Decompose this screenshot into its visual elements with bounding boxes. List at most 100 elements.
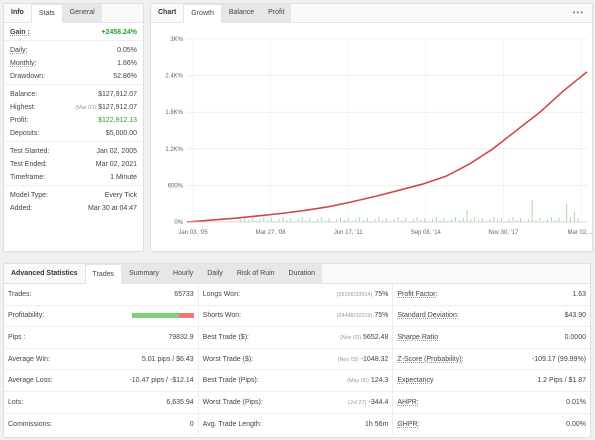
stat-label: Pips : — [8, 333, 26, 341]
tab-chart[interactable]: Chart — [158, 9, 177, 16]
stat-note: (Nov 03) — [337, 356, 359, 363]
drawdown-value: 52.86% — [113, 73, 137, 80]
test-started-value: Jan 02, 2005 — [96, 148, 137, 155]
balance-value: $127,912.07 — [98, 91, 137, 98]
tab-summary[interactable]: Summary — [122, 264, 167, 283]
stat-label[interactable]: Standard Deviation: — [397, 312, 459, 320]
stat-label: Average Win: — [8, 355, 50, 363]
tab-general[interactable]: General — [62, 4, 102, 22]
x-tick-label: Mar 02, ... — [567, 230, 592, 236]
timeframe-value: 1 Minute — [110, 174, 137, 181]
tab-advanced-statistics[interactable]: Advanced Statistics — [11, 270, 78, 277]
stat-row-worst-trade-pips: Worst Trade (Pips): (Jul 27) -344.4 — [198, 392, 393, 414]
highest-row: Highest: (Mar 03) $127,912.07 — [4, 101, 143, 114]
model-type-row: Model Type: Every Tick — [4, 189, 143, 202]
tab-hourly[interactable]: Hourly — [166, 264, 201, 283]
tab-risk-of-ruin[interactable]: Risk of Ruin — [229, 264, 282, 283]
info-tabs: Info Stats General — [4, 4, 143, 23]
profit-value: $122,912.13 — [98, 117, 137, 124]
daily-label[interactable]: Daily: — [10, 47, 28, 54]
stat-label[interactable]: Expectancy — [397, 377, 434, 385]
stat-value: 1.63 — [572, 290, 586, 298]
added-row: Added: Mar 30 at 04:47 — [4, 202, 143, 215]
stat-value: -10.47 pips / -$12.14 — [129, 377, 194, 385]
profit-label: Profit: — [10, 117, 29, 124]
test-ended-row: Test Ended: Mar 02, 2021 — [4, 158, 143, 171]
tab-duration[interactable]: Duration — [281, 264, 323, 283]
gain-value: +2458.24% — [101, 29, 137, 36]
stat-row-lots: Lots: 6,635.94 — [4, 392, 198, 414]
stat-row-worst-trade-usd: Worst Trade ($): (Nov 03) -1048.32 — [198, 349, 393, 371]
stat-row-longs-won: Longs Won: (25156/33514) 75% — [198, 284, 393, 306]
added-value: Mar 30 at 04:47 — [87, 205, 137, 212]
stat-label: Longs Won: — [202, 290, 240, 298]
stat-label[interactable]: Sharpe Ratio — [397, 333, 439, 341]
monthly-label[interactable]: Monthly: — [10, 60, 37, 67]
tab-balance[interactable]: Balance — [221, 4, 262, 22]
stat-value: 5652.48 — [363, 333, 389, 341]
tab-trades[interactable]: Trades — [84, 264, 123, 284]
stat-value: 0 — [189, 420, 194, 428]
stat-note: (May 05) — [347, 378, 369, 385]
profitability-win-fill — [131, 313, 180, 319]
stat-label[interactable]: AHPR: — [397, 398, 419, 406]
stat-row-ghpr: GHPR: 0.00% — [393, 414, 590, 436]
stat-value: -344.4 — [368, 398, 389, 406]
chart-panel: Chart Growth Balance Profit ••• 0% 600% 1.… — [150, 3, 593, 252]
stat-label: Shorts Won: — [202, 312, 242, 320]
tab-stats[interactable]: Stats — [30, 4, 63, 23]
y-tick-label: 600% — [168, 183, 184, 189]
stat-label[interactable]: Profit Factor: — [397, 290, 438, 298]
gain-label[interactable]: Gain : — [10, 29, 30, 36]
x-tick-label: Jun 17, '11 — [334, 230, 363, 236]
tab-growth[interactable]: Growth — [183, 4, 222, 23]
stat-note: (25156/33514) — [336, 291, 373, 298]
stat-label: Worst Trade (Pips): — [202, 398, 263, 406]
stat-row-expectancy: Expectancy 1.2 Pips / $1.87 — [393, 370, 590, 392]
gain-row: Gain : +2458.24% — [4, 26, 143, 39]
stat-row-average-win: Average Win: 5.01 pips / $6.43 — [4, 349, 198, 371]
stat-value: 5.01 pips / $6.43 — [141, 355, 194, 363]
stat-label: Commissions: — [8, 420, 52, 428]
stat-label: Avg. Trade Length: — [202, 420, 262, 428]
stat-row-ahpr: AHPR: 0.01% — [393, 392, 590, 414]
stat-row-average-loss: Average Loss: -10.47 pips / -$12.14 — [4, 370, 198, 392]
highest-label: Highest: — [10, 104, 36, 111]
stat-row-avg-trade-length: Avg. Trade Length: 1h 56m — [199, 414, 393, 436]
stat-row-profit-factor: Profit Factor: 1.63 — [393, 284, 590, 306]
stat-value: 1h 56m — [364, 420, 389, 428]
drawdown-label: Drawdown: — [10, 73, 46, 80]
balance-label: Balance: — [10, 91, 38, 98]
stats-tabs: Advanced Statistics Trades Summary Hourl… — [4, 264, 590, 284]
stat-value: -109.17 (99.99%) — [531, 355, 586, 363]
y-tick-label: 3K% — [170, 37, 183, 43]
profitability-loss-fill — [179, 313, 194, 319]
y-tick-label: 1.2K% — [165, 147, 183, 153]
stats-panel: Advanced Statistics Trades Summary Hourl… — [3, 263, 591, 438]
daily-row: Daily: 0.05% — [4, 44, 143, 57]
stat-row-best-trade-usd: Best Trade ($): (Nov 03) 5652.48 — [198, 327, 393, 349]
chart-tabs: Chart Growth Balance Profit — [151, 4, 592, 23]
stat-label[interactable]: GHPR: — [397, 420, 420, 428]
deposits-row: Deposits: $5,000.00 — [4, 127, 143, 140]
tab-daily[interactable]: Daily — [200, 264, 230, 283]
balance-row: Balance: $127,912.07 — [4, 88, 143, 101]
stat-value: 75% — [374, 312, 389, 320]
test-started-label: Test Started: — [10, 148, 50, 155]
y-tick-label: 0% — [174, 220, 183, 226]
stat-row-best-trade-pips: Best Trade (Pips): (May 05) 124.3 — [198, 370, 393, 392]
stat-value: 0.0000 — [564, 333, 586, 341]
drawdown-row: Drawdown: 52.86% — [4, 70, 143, 83]
x-tick-label: Mar 27, '08 — [256, 230, 286, 236]
tab-info[interactable]: Info — [11, 9, 24, 16]
test-ended-value: Mar 02, 2021 — [95, 161, 137, 168]
daily-value: 0.05% — [117, 47, 137, 54]
monthly-value: 1.66% — [117, 60, 137, 67]
stat-value: 79832.9 — [168, 333, 194, 341]
stat-value: 124.3 — [370, 377, 389, 385]
stat-label[interactable]: Z-Score (Probability): — [397, 355, 464, 363]
highest-value: $127,912.07 — [98, 104, 137, 111]
stat-row-trades: Trades: 65733 — [4, 284, 198, 306]
chart-menu-icon[interactable]: ••• — [572, 8, 584, 17]
tab-profit[interactable]: Profit — [261, 4, 292, 22]
